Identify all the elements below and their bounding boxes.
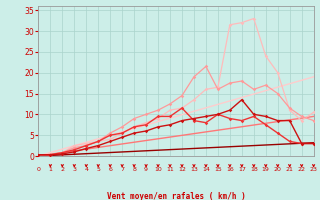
X-axis label: Vent moyen/en rafales ( km/h ): Vent moyen/en rafales ( km/h ) — [107, 192, 245, 200]
